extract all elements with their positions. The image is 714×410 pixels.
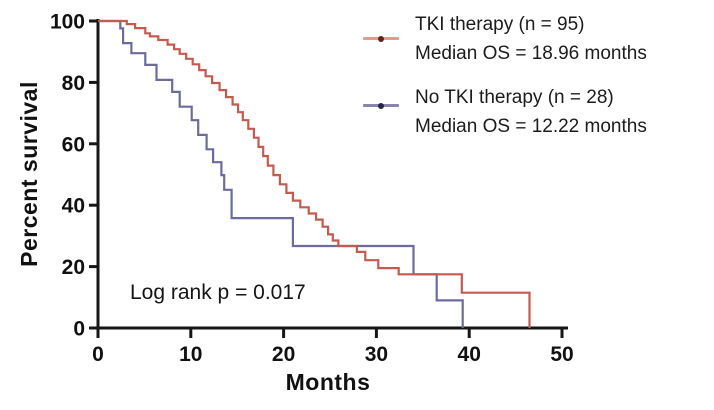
x-tick-label: 0 (92, 343, 104, 366)
legend-entry-no-tki: No TKI therapy (n = 28) Median OS = 12.2… (415, 83, 647, 141)
x-tick-label: 40 (458, 343, 481, 366)
legend-median-no-tki: Median OS = 12.22 months (415, 116, 647, 137)
legend-marker-dot-no-tki (378, 102, 384, 109)
x-tick-label: 10 (179, 343, 202, 366)
legend-label-tki: TKI therapy (n = 95) (415, 14, 585, 35)
survival-curve-tki (98, 19, 531, 328)
y-tick-label: 80 (62, 72, 85, 95)
y-axis-title: Percent survival (16, 81, 42, 267)
log-rank-annotation: Log rank p = 0.017 (130, 281, 306, 304)
x-tick-label: 50 (550, 343, 573, 366)
x-tick-label: 20 (272, 343, 295, 366)
y-tick-label: 100 (50, 11, 85, 34)
y-tick-label: 20 (62, 256, 85, 279)
survival-curve-no-tki (98, 19, 464, 328)
legend-median-tki: Median OS = 18.96 months (415, 43, 647, 64)
y-tick-label: 0 (73, 318, 85, 341)
legend-entry-tki: TKI therapy (n = 95) Median OS = 18.96 m… (415, 10, 647, 68)
legend-line-no-tki (363, 102, 399, 109)
x-tick-label: 30 (365, 343, 388, 366)
y-tick-label: 40 (62, 195, 85, 218)
legend-marker-dot-tki (378, 35, 384, 42)
x-axis-title: Months (285, 369, 371, 395)
legend-line-tki (363, 35, 399, 42)
y-tick-label: 60 (62, 133, 85, 156)
legend-label-no-tki: No TKI therapy (n = 28) (415, 87, 614, 108)
